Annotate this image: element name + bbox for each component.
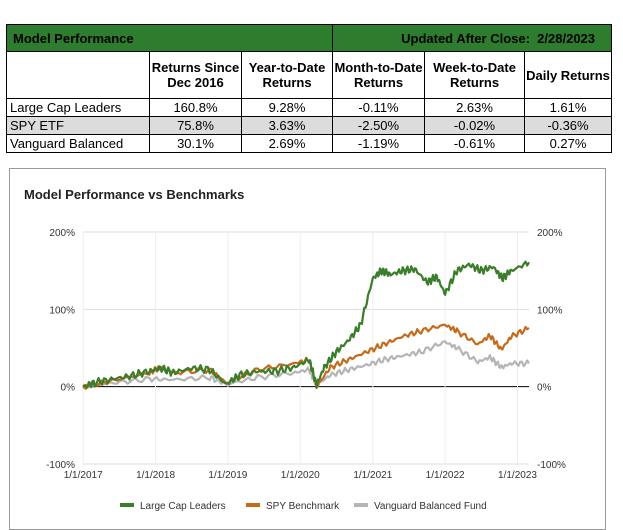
column-header-blank [6,51,150,99]
table-cell: 2.63% [424,98,526,117]
updated-date: 2/28/2023 [537,30,596,46]
table-cell: 160.8% [149,98,242,117]
x-tick-label: 1/1/2023 [498,470,537,481]
column-header: Month-to-Date Returns [332,51,426,99]
legend-label: Large Cap Leaders [140,501,226,512]
table-cell: -0.11% [332,98,426,117]
legend-label: Vanguard Balanced Fund [374,501,487,512]
y-tick-label-left: 200% [49,228,75,239]
table-row: Vanguard Balanced 30.1% 2.69% -1.19% -0.… [6,134,613,153]
table-cell: -1.19% [332,134,426,153]
table-header-bar: Model Performance Updated After Close: 2… [5,24,613,52]
series-line-vanguard-balanced-fund [82,340,530,389]
table-row: SPY ETF 75.8% 3.63% -2.50% -0.02% -0.36% [6,116,613,135]
column-header-row: Returns Since Dec 2016 Year-to-Date Retu… [6,51,613,99]
x-tick-label: 1/1/2018 [136,470,175,481]
x-tick-label: 1/1/2021 [353,470,392,481]
table-cell: -0.36% [524,116,613,135]
updated-label: Updated After Close: [401,30,530,46]
chart-title: Model Performance vs Benchmarks [24,187,244,202]
y-tick-label-right: 200% [537,228,563,239]
column-header: Returns Since Dec 2016 [149,51,242,99]
column-header: Daily Returns [524,51,613,99]
table-cell: 30.1% [149,134,242,153]
row-name: Vanguard Balanced [6,134,150,153]
table-cell: 0.27% [524,134,613,153]
table-cell: -0.02% [424,116,526,135]
row-name: SPY ETF [6,116,150,135]
performance-table: Model Performance Updated After Close: 2… [5,24,613,153]
y-tick-label-left: 0% [61,383,76,394]
chart-panel: Model Performance vs Benchmarks 200% 200% 1… [9,168,606,530]
table-cell: -2.50% [332,116,426,135]
table-row: Large Cap Leaders 160.8% 9.28% -0.11% 2.… [6,98,613,117]
table-cell: 3.63% [240,116,334,135]
x-tick-label: 1/1/2017 [64,470,103,481]
table-cell: 2.69% [240,134,334,153]
y-tick-label-left: 100% [49,305,75,316]
y-tick-label-left: -100% [46,460,75,471]
table-cell: 75.8% [149,116,242,135]
row-name: Large Cap Leaders [6,98,150,117]
legend-label: SPY Benchmark [266,501,340,512]
y-tick-label-right: -100% [537,460,566,471]
performance-chart: Model Performance vs Benchmarks 200% 200% 1… [24,187,566,512]
column-header: Week-to-Date Returns [424,51,526,99]
table-cell: 9.28% [240,98,334,117]
x-tick-label: 1/1/2019 [208,470,247,481]
table-cell: 1.61% [524,98,613,117]
y-tick-label-right: 100% [537,305,563,316]
series-line-large-cap-leaders [82,260,530,389]
updated-after-close: Updated After Close: 2/28/2023 [332,24,613,52]
table-title: Model Performance [5,24,334,52]
x-tick-label: 1/1/2022 [426,470,465,481]
x-tick-label: 1/1/2020 [281,470,320,481]
column-header: Year-to-Date Returns [240,51,334,99]
table-cell: -0.61% [424,134,526,153]
y-tick-label-right: 0% [537,383,552,394]
